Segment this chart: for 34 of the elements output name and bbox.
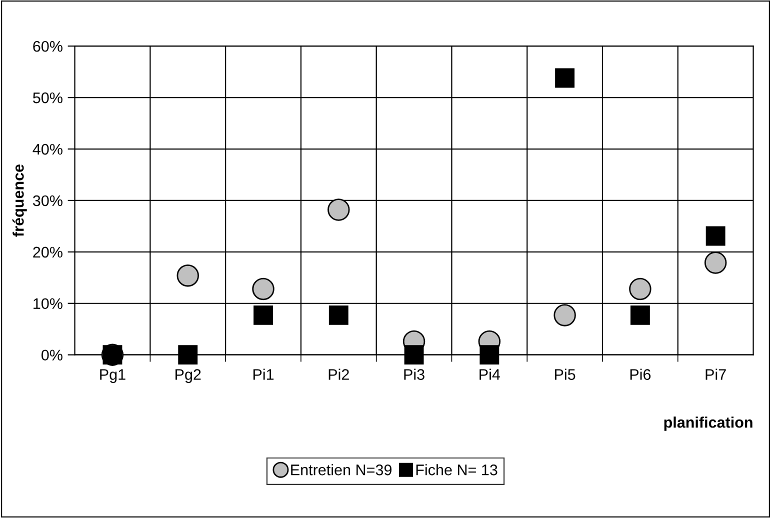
y-axis-title: fréquence	[12, 164, 27, 237]
x-tick-label: Pg1	[100, 369, 126, 383]
point	[630, 305, 650, 325]
point	[176, 264, 199, 287]
y-tick-label: 20%	[33, 246, 62, 258]
x-tick-label: Pi4	[480, 368, 500, 380]
point	[704, 252, 727, 274]
x-tick-label: Pi6	[630, 368, 651, 380]
y-tick-label: 50%	[33, 92, 62, 104]
point	[404, 345, 424, 365]
x-tick-label: Pi7	[706, 368, 726, 380]
point	[554, 304, 576, 326]
legend-label: Fiche N= 13	[416, 464, 498, 476]
x-tick-label: Pi2	[328, 368, 349, 380]
y-tick-label: 10%	[34, 298, 62, 310]
point	[178, 345, 198, 365]
point	[706, 226, 726, 246]
point	[555, 68, 575, 88]
x-tick-label: Pi3	[404, 368, 424, 380]
point	[252, 278, 274, 300]
x-tick-label: Pi5	[555, 368, 576, 380]
x-axis-title: planification	[664, 416, 752, 431]
x-tick-label: Pg2	[176, 369, 201, 383]
y-tick-label: 0%	[41, 350, 62, 361]
y-tick-label: 30%	[32, 195, 62, 206]
x-tick-label: Pi1	[253, 368, 274, 380]
point	[254, 305, 273, 325]
y-tick-label: 60%	[33, 40, 62, 52]
point	[629, 278, 652, 300]
point	[328, 198, 350, 221]
y-tick-label: 40%	[32, 144, 62, 155]
point	[480, 345, 500, 365]
legend-label: Entretien N=39	[291, 464, 392, 476]
point	[328, 305, 348, 325]
